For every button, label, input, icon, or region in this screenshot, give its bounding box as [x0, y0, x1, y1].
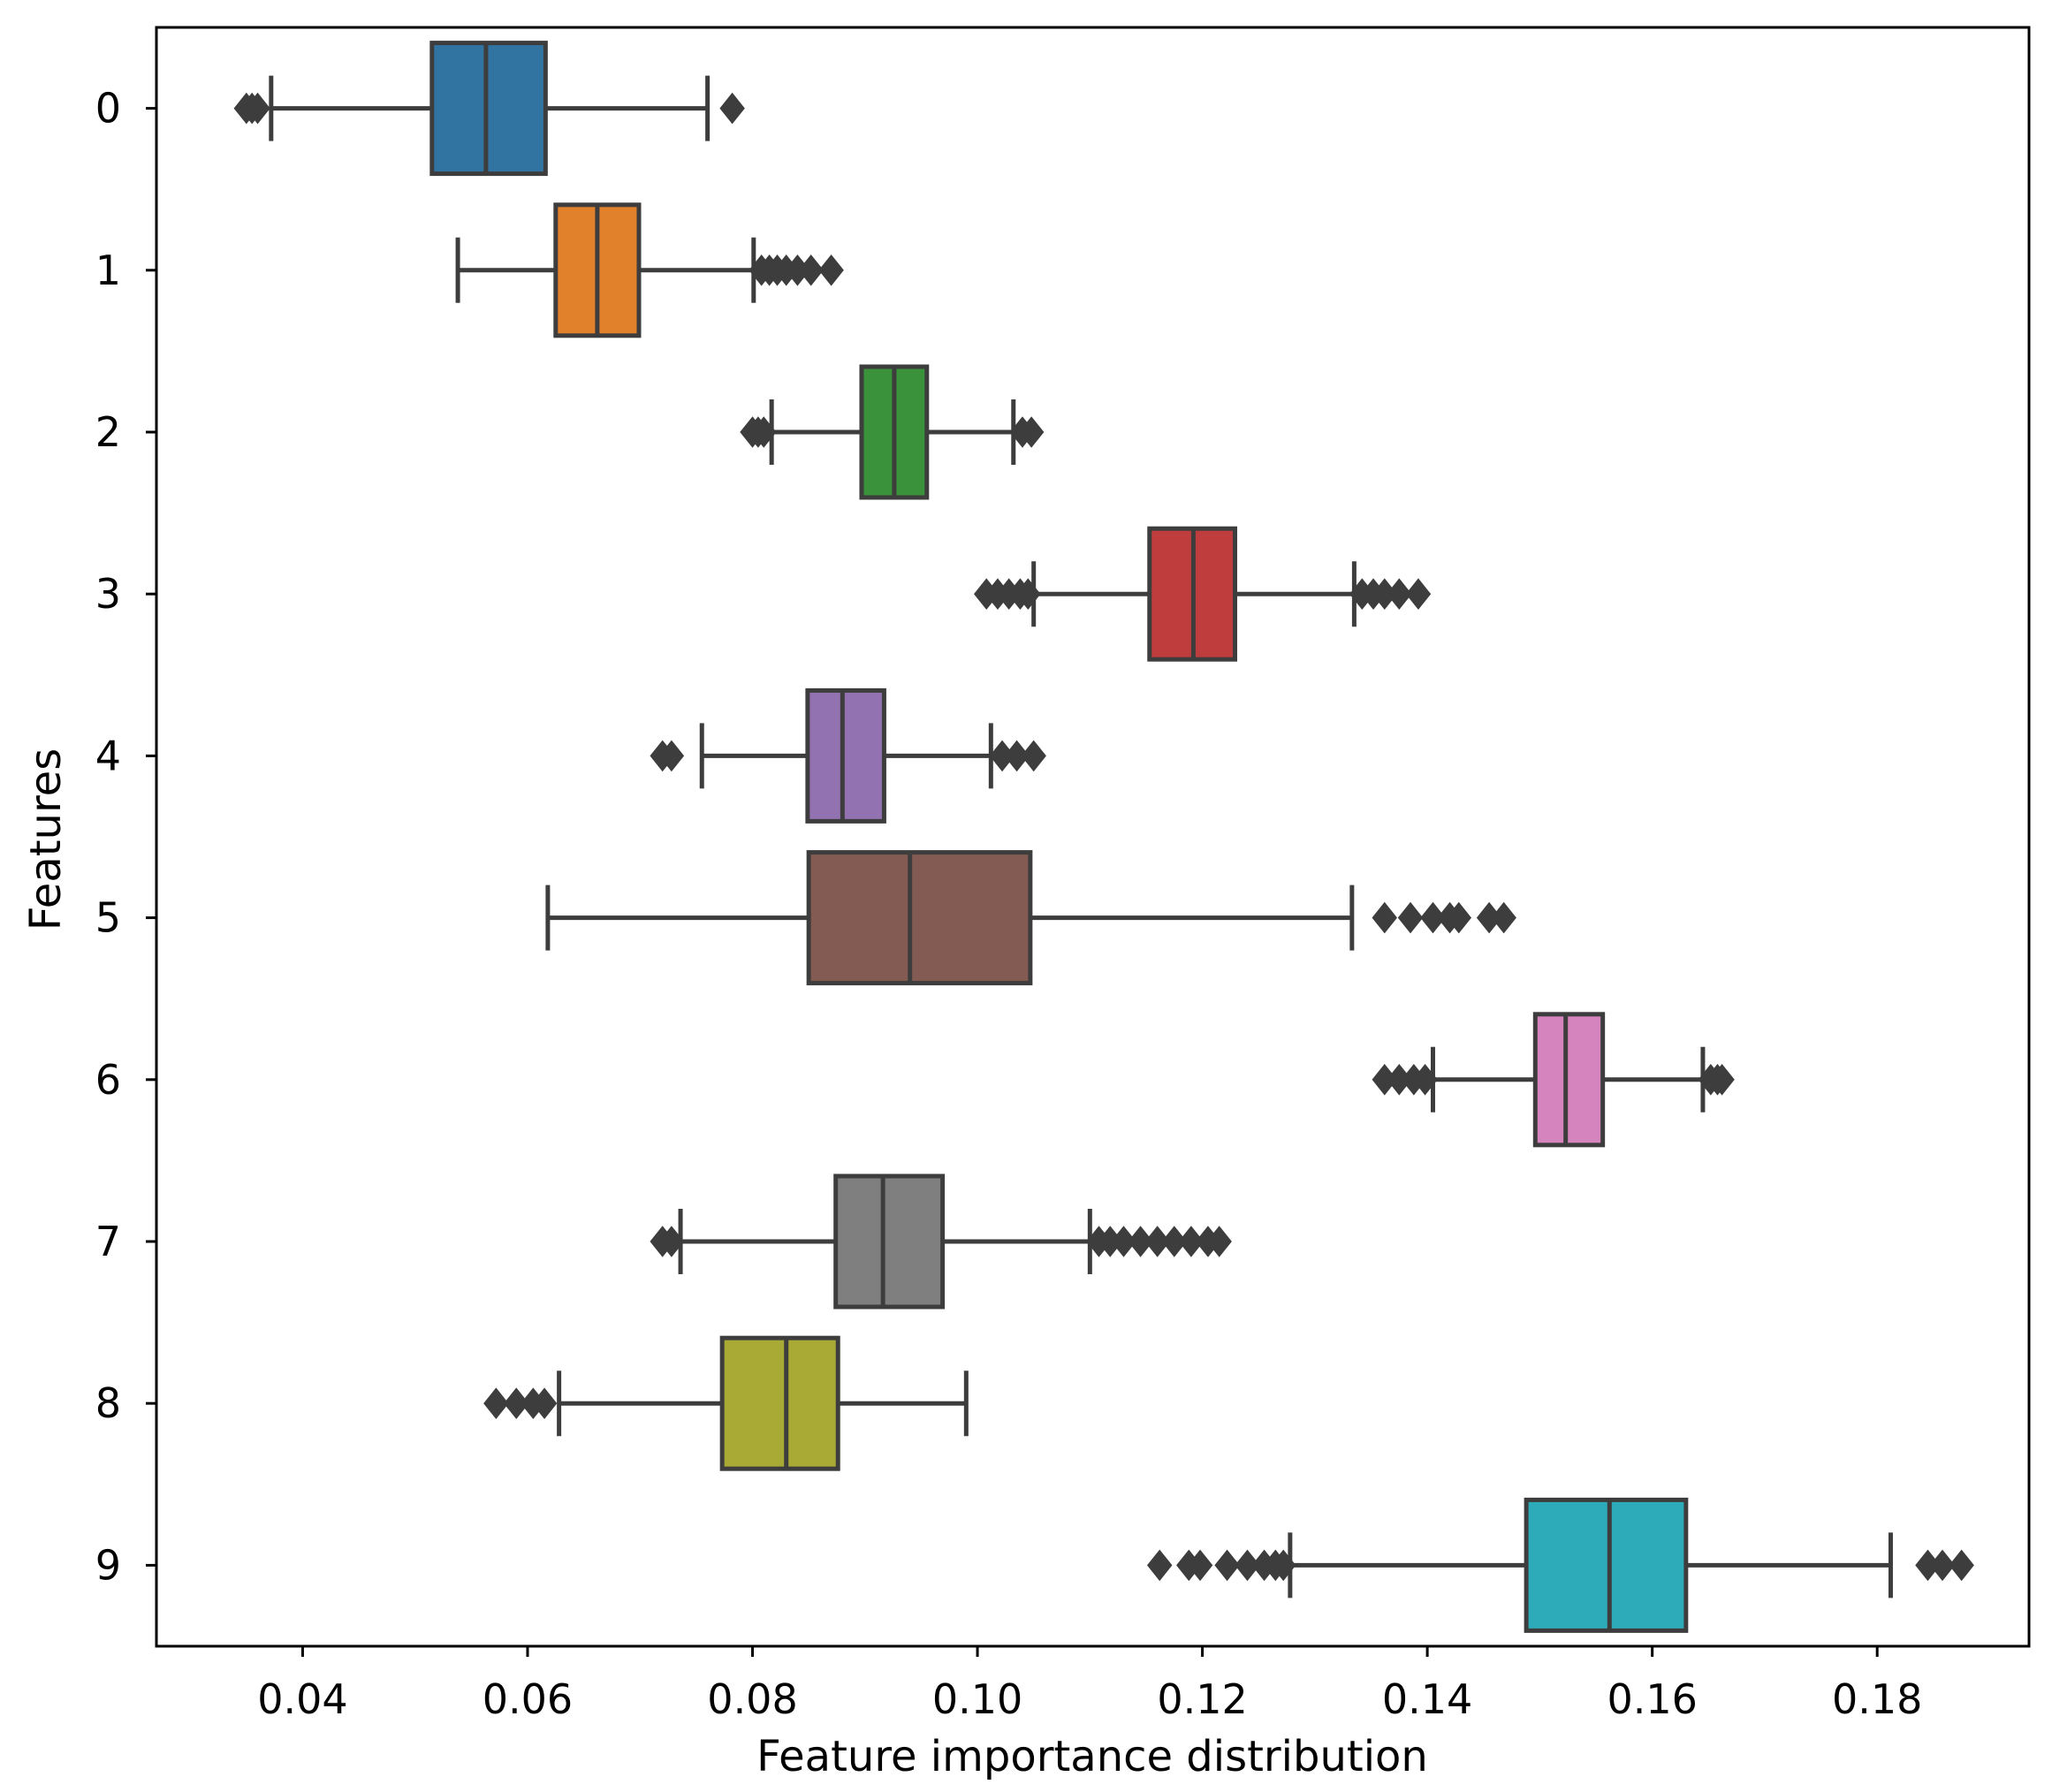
plot-area-frame — [155, 26, 2031, 1648]
y-tick-label: 9 — [95, 1541, 121, 1589]
outlier-point — [1405, 578, 1432, 611]
y-tick-label: 5 — [95, 894, 121, 942]
x-tick-label: 0.14 — [1382, 1675, 1472, 1723]
x-tick-label: 0.12 — [1157, 1675, 1247, 1723]
outlier-point — [1929, 1549, 1956, 1582]
outlier-point — [1018, 416, 1045, 448]
x-tick-label: 0.08 — [707, 1675, 797, 1723]
outlier-point — [1397, 901, 1424, 934]
y-tick-label: 0 — [95, 85, 121, 133]
outlier-point — [1178, 1226, 1205, 1257]
outlier-point — [245, 92, 270, 125]
x-axis-ticks: 0.04 0.06 0.08 0.10 0.12 0.14 0.16 0.18 — [257, 1646, 1922, 1723]
outlier-point — [1214, 1549, 1240, 1582]
y-axis-ticks: 0 1 2 3 4 5 6 7 8 9 — [95, 85, 156, 1589]
outlier-point — [1446, 901, 1471, 934]
outlier-point — [483, 1387, 509, 1420]
iqr-box — [429, 41, 548, 177]
x-tick-label: 0.16 — [1607, 1675, 1697, 1723]
outlier-point — [751, 416, 777, 448]
y-tick-label: 8 — [95, 1379, 121, 1427]
y-tick-label: 2 — [95, 408, 121, 456]
iqr-box — [805, 687, 886, 824]
outlier-point — [1387, 578, 1412, 611]
outlier-point — [504, 1387, 529, 1420]
box-group-feature-6 — [1372, 1012, 1735, 1148]
box-group-feature-4 — [650, 687, 1046, 824]
outlier-point — [1161, 1226, 1188, 1257]
box-group-feature-7 — [650, 1173, 1232, 1310]
x-axis-label: Feature importance distribution — [756, 1732, 1428, 1781]
x-tick-label: 0.18 — [1832, 1675, 1922, 1723]
box-group-feature-5 — [545, 850, 1516, 986]
box-group-feature-0 — [233, 41, 745, 177]
y-tick-label: 3 — [95, 570, 121, 618]
iqr-box — [1524, 1497, 1689, 1633]
x-tick-label: 0.10 — [932, 1675, 1022, 1723]
outlier-point — [1128, 1226, 1153, 1257]
outlier-point — [1949, 1549, 1974, 1582]
iqr-box — [719, 1335, 840, 1471]
outlier-point — [1146, 1549, 1173, 1582]
box-group-feature-8 — [483, 1335, 969, 1471]
outlier-point — [1187, 1549, 1213, 1582]
boxes-layer — [233, 41, 1974, 1633]
outlier-point — [1004, 740, 1030, 772]
outlier-point — [1412, 1063, 1438, 1096]
y-tick-label: 7 — [95, 1218, 121, 1265]
outlier-point — [1270, 1549, 1296, 1582]
outlier-point — [1235, 1549, 1260, 1582]
outlier-point — [1144, 1226, 1170, 1257]
y-axis-label: Features — [21, 748, 71, 930]
y-tick-label: 4 — [95, 732, 121, 779]
outlier-point — [818, 254, 844, 286]
outlier-point — [1372, 901, 1397, 934]
outlier-point — [1420, 901, 1446, 934]
outlier-point — [798, 254, 824, 286]
y-tick-label: 1 — [95, 247, 121, 294]
x-tick-label: 0.06 — [483, 1675, 573, 1723]
iqr-box — [1532, 1012, 1606, 1148]
outlier-point — [1111, 1226, 1136, 1257]
box-group-feature-9 — [1146, 1497, 1974, 1633]
iqr-box — [806, 850, 1033, 986]
outlier-point — [658, 1226, 685, 1257]
outlier-point — [1015, 578, 1041, 611]
outlier-point — [531, 1387, 558, 1420]
y-tick-label: 6 — [95, 1056, 121, 1104]
box-group-feature-1 — [455, 202, 844, 338]
outlier-point — [1206, 1226, 1232, 1257]
outlier-point — [1491, 901, 1516, 934]
outlier-point — [658, 740, 685, 772]
outlier-point — [719, 92, 745, 125]
x-tick-label: 0.04 — [257, 1675, 347, 1723]
box-group-feature-2 — [740, 364, 1045, 500]
outlier-point — [1021, 740, 1046, 772]
box-group-feature-3 — [973, 526, 1432, 662]
outlier-point — [1709, 1063, 1735, 1096]
iqr-box — [833, 1173, 946, 1310]
